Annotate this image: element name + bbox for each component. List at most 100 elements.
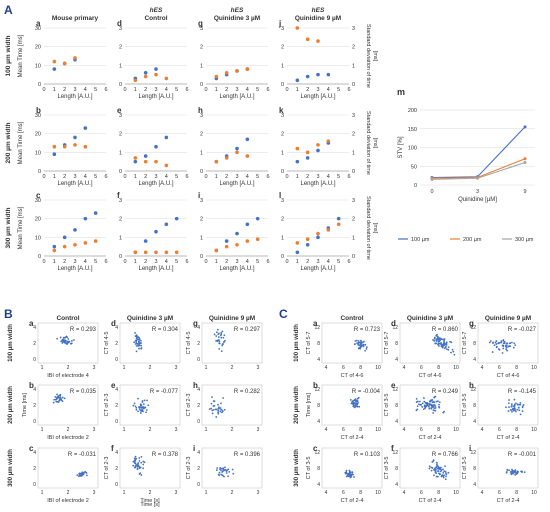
panel-frame [37, 447, 99, 489]
x-tick-label: 5 [256, 87, 259, 93]
y-tick-label-right: 1 [352, 150, 355, 156]
scatter-point [227, 475, 229, 478]
panel-letter: c [29, 444, 34, 453]
scatter-point [511, 341, 513, 344]
data-point-orange [255, 237, 260, 241]
scatter-point [450, 351, 452, 354]
x-tick-label: 0 [285, 174, 288, 180]
legend-label: 300 µm [515, 237, 534, 243]
x-tick-label: 2 [67, 427, 70, 433]
y-tick-label: 4 [197, 325, 200, 331]
data-point-orange [224, 156, 229, 160]
x-tick-label: 3 [154, 174, 157, 180]
correlation-label: R = 0.103 [354, 452, 381, 458]
scatter-point [52, 401, 55, 404]
scatter-point [432, 400, 435, 403]
section-label-B: B [4, 307, 13, 321]
x-tick-label: 4 [327, 174, 330, 180]
scatter-point [76, 474, 79, 477]
scatter-point [63, 397, 66, 400]
scatter-point [140, 347, 143, 349]
scatter-point [363, 340, 365, 343]
col-header: Quinidine 9 µM [485, 315, 531, 322]
panel-letter: f [111, 444, 114, 453]
scatter-point [139, 412, 142, 414]
x-axis-label: CT of 2-4 [419, 498, 442, 504]
scatter-point [142, 403, 145, 406]
scatter-point [508, 399, 510, 401]
correlation-label: R = 0.723 [354, 327, 381, 333]
x-tick-label: 0 [285, 259, 288, 265]
scatter-point [364, 343, 367, 346]
x-axis-label: Length [A.U.] [219, 181, 254, 187]
panel-frame [477, 322, 539, 364]
data-point-blue [305, 74, 310, 79]
y-tick-label: 1 [200, 235, 203, 241]
x-tick-label: 4 [403, 365, 406, 371]
scatter-point [428, 467, 431, 470]
x-tick-label: 3 [73, 87, 76, 93]
scatter-point [351, 401, 354, 404]
x-tick-label: 2 [225, 259, 228, 265]
y-tick-label: 4 [317, 482, 320, 488]
scatter-point [437, 470, 439, 472]
scatter-point [137, 410, 139, 413]
scatter-point [514, 408, 516, 410]
y-tick-label: 0 [38, 254, 41, 260]
scatter-point [144, 406, 147, 409]
scatter-point [139, 339, 142, 342]
scatter-point [212, 408, 215, 411]
scatter-point [501, 352, 504, 354]
scatter-point [512, 470, 515, 472]
scatter-point [514, 410, 517, 413]
data-point-orange [224, 71, 229, 75]
scatter-point [140, 344, 142, 347]
x-tick-label: 5 [94, 87, 97, 93]
scatter-point [435, 461, 438, 464]
scatter-point [443, 339, 446, 342]
panel-letter: g [469, 319, 474, 328]
scatter-point [436, 337, 439, 340]
scatter-point [57, 395, 60, 398]
panel-C-e: e R = 0.249 CT of 2-4 CT of 3-5 4 6 8 10 4 8 12 [384, 381, 461, 441]
correlation-label: R = -0.031 [68, 452, 97, 458]
scatter-point [222, 468, 225, 471]
scatter-point [137, 464, 140, 467]
scatter-point [222, 343, 225, 345]
scatter-point [349, 398, 352, 401]
data-point-orange [164, 250, 169, 255]
panel-C-a: a R = 0.723 CT of 4-6 CT of 5-7 4 6 8 10 4 8 12 [306, 319, 383, 379]
scatter-point [436, 475, 439, 478]
y-tick-label: 2 [33, 466, 36, 472]
series-point [430, 177, 434, 181]
x-tick-label: 6 [104, 259, 107, 265]
scatter-point [439, 473, 442, 475]
scatter-point [438, 401, 441, 404]
scatter-point [505, 344, 508, 347]
scatter-point [222, 336, 225, 339]
data-point-orange [164, 76, 169, 81]
y-tick-label: 4 [473, 482, 476, 488]
legend-label: 200 µm [463, 237, 482, 243]
scatter-point [359, 343, 362, 346]
y-tick-label: 4 [317, 419, 320, 425]
scatter-point [220, 473, 222, 476]
panel-C-b: b R = -0.004 CT of 2-4 Time [ms] 4 6 8 10 4 8 12 [306, 381, 383, 441]
data-point-blue [154, 67, 158, 71]
scatter-point [435, 466, 438, 469]
scatter-point [426, 402, 428, 405]
series-point [476, 176, 479, 180]
scatter-point [78, 473, 81, 476]
y-tick-label: 3 [119, 113, 122, 119]
y-axis-label: CT of 4-5 [186, 332, 192, 355]
scatter-point [423, 397, 425, 399]
scatter-point [136, 335, 138, 338]
scatter-point [432, 459, 435, 461]
x-tick-label: 1 [205, 490, 208, 496]
scatter-point [516, 472, 519, 475]
y-tick-label: 2 [200, 132, 203, 138]
scatter-point [443, 340, 445, 343]
scatter-point [441, 345, 444, 348]
correlation-label: R = 0.249 [432, 389, 459, 395]
data-point-orange [326, 139, 331, 143]
